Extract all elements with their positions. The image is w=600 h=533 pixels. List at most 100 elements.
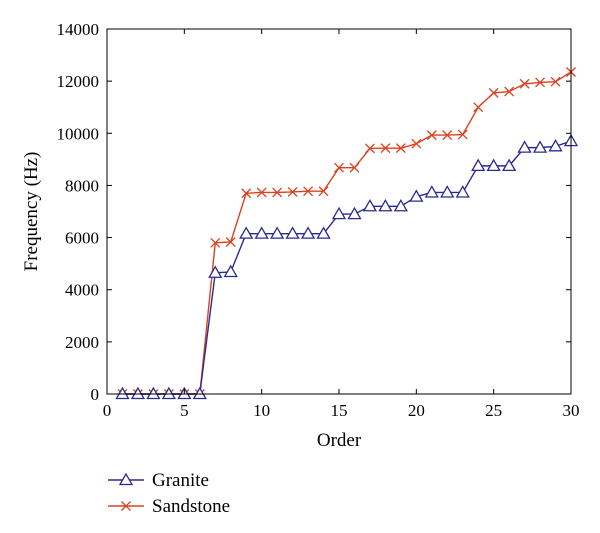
legend: Granite Sandstone bbox=[108, 470, 230, 517]
x-marker-stroke bbox=[457, 129, 468, 140]
y-tick-label: 14000 bbox=[57, 20, 100, 39]
x-marker-stroke bbox=[380, 143, 391, 154]
data-point-granite bbox=[548, 139, 563, 152]
x-marker-stroke bbox=[488, 87, 499, 98]
x-tick-label: 20 bbox=[408, 401, 425, 420]
legend-label-granite: Granite bbox=[152, 470, 209, 491]
series-granite bbox=[115, 133, 579, 400]
x-marker-stroke bbox=[442, 130, 453, 141]
data-point-granite bbox=[455, 185, 470, 198]
x-marker-stroke bbox=[121, 501, 131, 511]
y-tick-label: 8000 bbox=[65, 176, 99, 195]
x-marker-stroke bbox=[334, 162, 344, 173]
x-marker-stroke bbox=[535, 77, 546, 88]
data-point-sandstone bbox=[287, 186, 298, 197]
data-point-granite bbox=[517, 140, 532, 153]
x-marker-stroke bbox=[550, 76, 561, 87]
y-tick-label: 6000 bbox=[65, 229, 99, 248]
data-point-granite bbox=[208, 265, 223, 278]
x-marker-stroke bbox=[256, 187, 267, 198]
y-tick-label: 12000 bbox=[57, 72, 100, 91]
y-tick-label: 4000 bbox=[65, 281, 99, 300]
y-tick-label: 0 bbox=[91, 385, 100, 404]
x-tick-label: 5 bbox=[180, 401, 189, 420]
x-marker-stroke bbox=[519, 78, 530, 89]
data-point-granite bbox=[440, 185, 455, 198]
x-marker-stroke bbox=[287, 186, 298, 197]
legend-marker-sandstone bbox=[121, 501, 131, 511]
x-marker-stroke bbox=[241, 188, 252, 199]
x-marker-stroke bbox=[426, 130, 437, 141]
data-point-sandstone bbox=[535, 77, 546, 88]
x-marker-stroke bbox=[364, 143, 375, 154]
x-marker-stroke bbox=[210, 237, 221, 248]
data-point-sandstone bbox=[411, 138, 422, 149]
series-sandstone bbox=[117, 67, 576, 399]
data-point-sandstone bbox=[256, 187, 267, 198]
data-point-sandstone bbox=[364, 143, 375, 154]
x-tick-label: 30 bbox=[563, 401, 580, 420]
legend-label-sandstone: Sandstone bbox=[152, 496, 230, 517]
plot-area bbox=[115, 67, 579, 400]
data-point-granite bbox=[254, 226, 269, 239]
data-point-granite bbox=[424, 185, 439, 198]
data-point-sandstone bbox=[426, 130, 437, 141]
data-point-granite bbox=[270, 226, 285, 239]
x-tick-label: 0 bbox=[103, 401, 112, 420]
data-point-granite bbox=[192, 386, 207, 400]
data-point-sandstone bbox=[349, 162, 360, 173]
data-point-granite bbox=[115, 386, 130, 400]
x-marker-stroke bbox=[395, 143, 406, 154]
x-marker-stroke bbox=[225, 237, 236, 247]
data-point-granite bbox=[502, 158, 517, 172]
data-point-granite bbox=[146, 386, 161, 400]
x-marker-stroke bbox=[318, 186, 329, 197]
x-axis-label: Order bbox=[317, 430, 362, 451]
x-tick-label: 25 bbox=[485, 401, 502, 420]
data-point-sandstone bbox=[550, 76, 561, 87]
data-point-granite bbox=[532, 140, 548, 153]
data-point-granite bbox=[362, 198, 378, 212]
data-point-granite bbox=[331, 206, 347, 220]
data-point-sandstone bbox=[442, 130, 453, 141]
data-point-sandstone bbox=[334, 162, 344, 173]
x-tick-label: 15 bbox=[331, 401, 348, 420]
data-point-granite bbox=[486, 158, 501, 172]
data-point-sandstone bbox=[318, 186, 329, 197]
x-marker-stroke bbox=[272, 187, 283, 198]
data-point-granite bbox=[285, 226, 300, 239]
data-point-sandstone bbox=[303, 186, 314, 197]
data-point-granite bbox=[378, 198, 393, 212]
legend-marker-granite bbox=[118, 472, 134, 486]
data-point-sandstone bbox=[457, 129, 468, 140]
series-line-sandstone bbox=[122, 71, 572, 395]
data-point-sandstone bbox=[473, 102, 484, 113]
data-point-sandstone bbox=[241, 188, 252, 199]
y-tick-label: 2000 bbox=[65, 333, 99, 352]
x-marker-stroke bbox=[349, 162, 360, 173]
data-point-granite bbox=[316, 226, 331, 239]
data-point-granite bbox=[239, 226, 254, 239]
data-point-sandstone bbox=[395, 143, 406, 154]
data-point-sandstone bbox=[210, 237, 221, 248]
axes: 0 5 10 15 20 25 30 0 2000 4000 6000 8000 10000 12000 1… bbox=[57, 20, 580, 420]
data-point-granite bbox=[471, 158, 486, 172]
data-point-granite bbox=[347, 206, 362, 220]
data-point-sandstone bbox=[380, 143, 391, 154]
y-tick-label: 10000 bbox=[57, 124, 100, 143]
x-marker-stroke bbox=[473, 102, 484, 113]
x-tick-label: 10 bbox=[253, 401, 270, 420]
data-point-sandstone bbox=[488, 87, 499, 98]
x-marker-stroke bbox=[303, 186, 314, 197]
x-marker-stroke bbox=[504, 86, 515, 97]
y-axis-label: Frequency (Hz) bbox=[21, 152, 42, 272]
data-point-sandstone bbox=[504, 86, 515, 97]
x-marker-stroke bbox=[411, 138, 422, 149]
data-point-granite bbox=[223, 264, 238, 278]
data-point-granite bbox=[300, 226, 316, 239]
data-point-granite bbox=[393, 198, 408, 212]
data-point-sandstone bbox=[225, 237, 236, 247]
data-point-granite bbox=[130, 386, 146, 400]
data-point-granite bbox=[409, 189, 424, 202]
